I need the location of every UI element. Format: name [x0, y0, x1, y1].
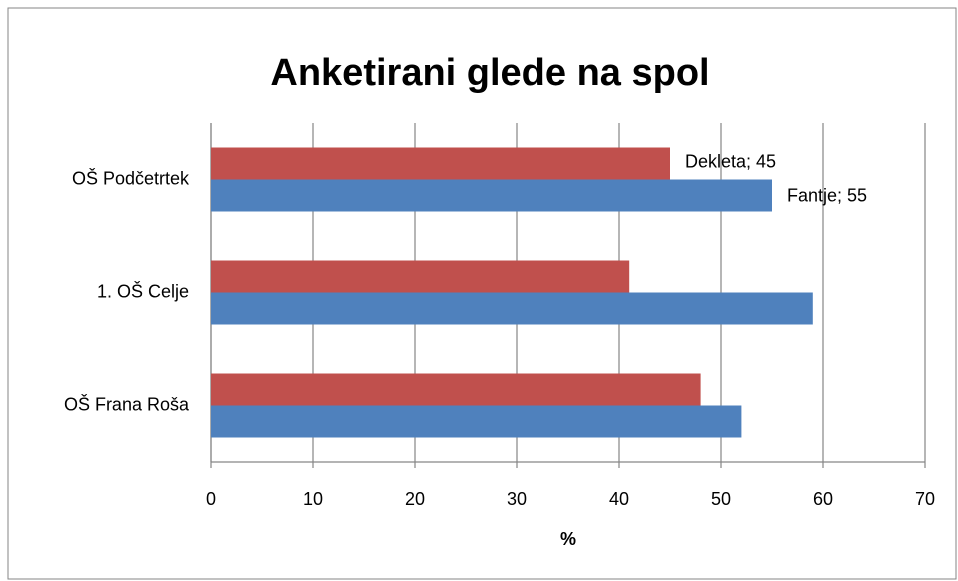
x-tick-label: 30	[507, 489, 527, 509]
x-tick-label: 60	[813, 489, 833, 509]
y-tick-label: OŠ Frana Roša	[64, 393, 190, 414]
x-axis-label: %	[560, 529, 576, 549]
bar	[211, 147, 670, 180]
y-tick-label: OŠ Podčetrtek	[72, 167, 190, 188]
bar	[211, 179, 772, 212]
x-tick-label: 70	[915, 489, 935, 509]
bar	[211, 292, 813, 325]
bar	[211, 260, 630, 293]
chart-title: Anketirani glede na spol	[270, 52, 709, 94]
data-label: Fantje; 55	[787, 185, 867, 205]
y-tick-label: 1. OŠ Celje	[97, 280, 189, 301]
x-tick-label: 50	[711, 489, 731, 509]
bar	[211, 373, 701, 406]
data-label: Dekleta; 45	[685, 151, 776, 171]
x-tick-label: 40	[609, 489, 629, 509]
x-tick-label: 10	[303, 489, 323, 509]
bar	[211, 405, 742, 438]
x-tick-label: 20	[405, 489, 425, 509]
x-tick-label: 0	[206, 489, 216, 509]
